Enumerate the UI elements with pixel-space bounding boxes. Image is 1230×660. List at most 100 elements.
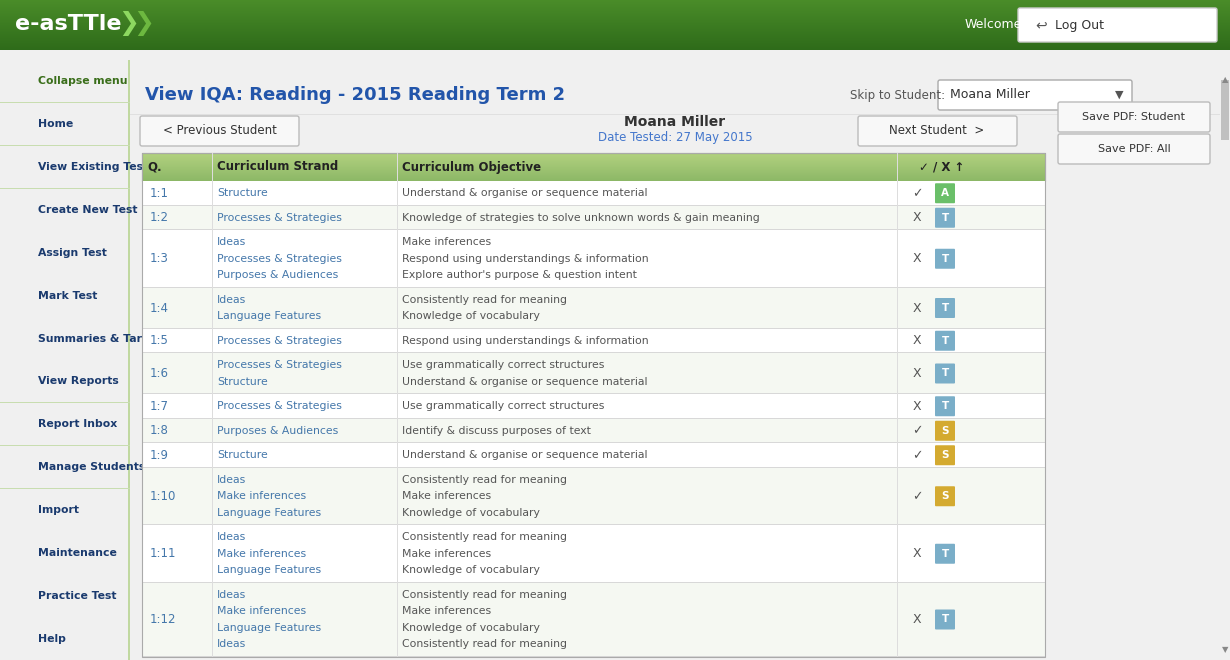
FancyBboxPatch shape	[935, 421, 954, 441]
Bar	[0, 16, 1230, 17]
Text: Welcome: Welcome	[966, 18, 1022, 30]
Text: Processes & Strategies: Processes & Strategies	[216, 336, 342, 346]
Bar	[141, 394, 1046, 418]
Bar	[0, 44, 1230, 45]
FancyBboxPatch shape	[935, 208, 954, 228]
Text: Structure: Structure	[216, 450, 268, 460]
Text: T: T	[941, 303, 948, 313]
Text: Processes & Strategies: Processes & Strategies	[216, 360, 342, 370]
Bar	[0, 27, 1230, 28]
Text: Consistently read for meaning: Consistently read for meaning	[402, 532, 567, 543]
Bar	[0, 43, 1230, 44]
Text: 1:6: 1:6	[150, 367, 169, 380]
Text: Help: Help	[38, 634, 66, 644]
Text: Make inferences: Make inferences	[402, 237, 491, 248]
Text: ❯: ❯	[118, 11, 139, 36]
Text: Make inferences: Make inferences	[402, 548, 491, 559]
Bar	[0, 13, 1230, 14]
Text: X: X	[913, 613, 921, 626]
Text: 1:10: 1:10	[150, 490, 176, 503]
Text: Use grammatically correct structures: Use grammatically correct structures	[402, 401, 604, 411]
FancyBboxPatch shape	[935, 609, 954, 630]
Text: Collapse menu: Collapse menu	[38, 77, 128, 86]
Text: 1:2: 1:2	[150, 211, 169, 224]
Text: Consistently read for meaning: Consistently read for meaning	[402, 295, 567, 305]
FancyBboxPatch shape	[935, 486, 954, 506]
Bar	[0, 39, 1230, 40]
Text: Next Student  >: Next Student >	[889, 125, 985, 137]
Text: 1:11: 1:11	[150, 547, 176, 560]
Text: Assign Test: Assign Test	[38, 248, 107, 258]
Bar	[141, 153, 1046, 657]
Text: 1:12: 1:12	[150, 613, 176, 626]
Text: View Reports: View Reports	[38, 376, 119, 386]
Text: X: X	[913, 547, 921, 560]
FancyBboxPatch shape	[935, 364, 954, 383]
Bar	[141, 353, 1046, 394]
Bar	[0, 14, 1230, 15]
Text: Explore author's purpose & question intent: Explore author's purpose & question inte…	[402, 270, 637, 280]
Text: Report Inbox: Report Inbox	[38, 419, 117, 429]
Bar	[0, 6, 1230, 7]
Text: Respond using understandings & information: Respond using understandings & informati…	[402, 336, 648, 346]
Bar	[0, 38, 1230, 39]
Bar	[0, 24, 1230, 25]
FancyBboxPatch shape	[1058, 102, 1210, 132]
Bar	[141, 443, 1046, 467]
Text: 1:8: 1:8	[150, 424, 169, 437]
Text: Language Features: Language Features	[216, 565, 321, 576]
Bar	[0, 30, 1230, 31]
Text: Identify & discuss purposes of text: Identify & discuss purposes of text	[402, 426, 590, 436]
Text: Ideas: Ideas	[216, 295, 246, 305]
FancyBboxPatch shape	[1058, 134, 1210, 164]
Text: T: T	[941, 401, 948, 411]
Text: T: T	[941, 253, 948, 264]
Text: X: X	[913, 367, 921, 380]
FancyBboxPatch shape	[935, 544, 954, 564]
Bar	[0, 49, 1230, 50]
Text: Structure: Structure	[216, 188, 268, 198]
Bar	[0, 0, 1230, 1]
Text: 1:3: 1:3	[150, 252, 169, 265]
FancyBboxPatch shape	[140, 116, 299, 146]
Bar	[0, 7, 1230, 8]
Text: Knowledge of vocabulary: Knowledge of vocabulary	[402, 623, 540, 633]
Bar	[0, 34, 1230, 35]
Text: Knowledge of strategies to solve unknown words & gain meaning: Knowledge of strategies to solve unknown…	[402, 213, 760, 223]
Text: Processes & Strategies: Processes & Strategies	[216, 253, 342, 264]
Text: Knowledge of vocabulary: Knowledge of vocabulary	[402, 508, 540, 517]
Text: Practice Test: Practice Test	[38, 591, 117, 601]
Text: T: T	[941, 548, 948, 559]
Bar	[0, 18, 1230, 19]
Text: Curriculum Strand: Curriculum Strand	[216, 160, 338, 174]
Text: X: X	[913, 252, 921, 265]
Bar	[0, 17, 1230, 18]
Bar	[0, 42, 1230, 43]
Text: ❯: ❯	[133, 11, 154, 36]
Text: ✓: ✓	[911, 187, 922, 200]
Text: Skip to Student:: Skip to Student:	[850, 88, 945, 102]
FancyBboxPatch shape	[935, 298, 954, 318]
Text: 1:9: 1:9	[150, 449, 169, 462]
Bar	[141, 329, 1046, 353]
Text: Log Out: Log Out	[1055, 18, 1105, 32]
Bar	[0, 46, 1230, 47]
Text: Create New Test: Create New Test	[38, 205, 138, 215]
Text: Purposes & Audiences: Purposes & Audiences	[216, 426, 338, 436]
Bar	[0, 45, 1230, 46]
Bar	[0, 26, 1230, 27]
Text: Import: Import	[38, 505, 79, 515]
Text: Ideas: Ideas	[216, 590, 246, 600]
Text: Make inferences: Make inferences	[402, 607, 491, 616]
Text: View Existing Tests: View Existing Tests	[38, 162, 155, 172]
Text: Home: Home	[38, 119, 74, 129]
Text: View IQA: Reading - 2015 Reading Term 2: View IQA: Reading - 2015 Reading Term 2	[145, 86, 565, 104]
FancyBboxPatch shape	[935, 446, 954, 465]
Text: ↩: ↩	[1034, 18, 1047, 32]
Bar	[0, 10, 1230, 11]
Text: T: T	[941, 368, 948, 378]
FancyBboxPatch shape	[859, 116, 1017, 146]
Text: Consistently read for meaning: Consistently read for meaning	[402, 590, 567, 600]
Text: X: X	[913, 302, 921, 315]
Bar	[141, 181, 1046, 205]
